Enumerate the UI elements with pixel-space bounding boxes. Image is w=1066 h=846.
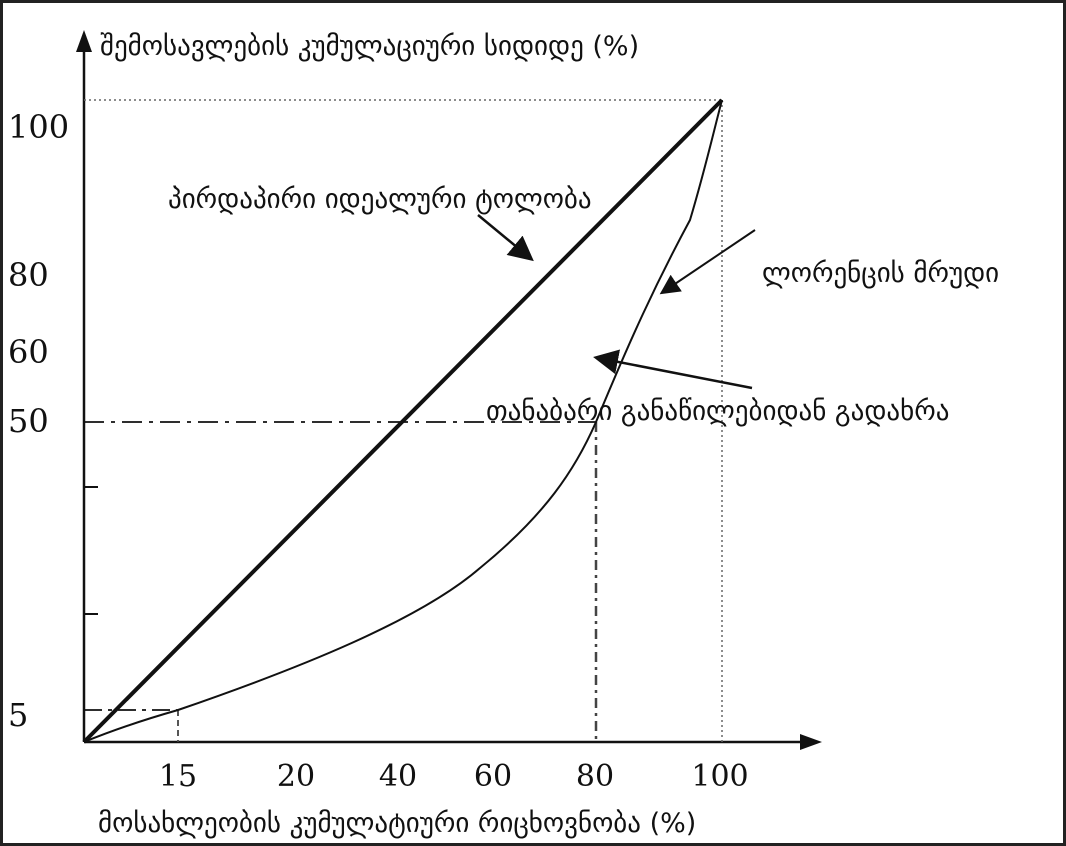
lorenz-pointer-arrow xyxy=(659,229,756,295)
deviation-pointer-arrow xyxy=(593,349,753,390)
y-tick-label: 5 xyxy=(8,696,28,734)
lorenz-curve-label: ლორენცის მრუდი xyxy=(762,258,999,289)
y-tick-label: 80 xyxy=(8,256,49,294)
equality-line xyxy=(82,98,724,744)
equality-line-label: პირდაპირი იდეალური ტოლობა xyxy=(168,184,592,215)
y-tick-label: 60 xyxy=(8,333,49,371)
lorenz-curve xyxy=(83,99,723,743)
deviation-label: თანაბარი განაწილებიდან გადახრა xyxy=(486,396,949,427)
y-tick-label: 50 xyxy=(8,402,49,440)
x-tick-label: 20 xyxy=(277,759,315,794)
equality-pointer-arrow xyxy=(477,214,534,262)
y-axis-title: შემოსავლების კუმულაციური სიდიდე (%) xyxy=(100,31,639,62)
x-tick-label: 100 xyxy=(691,759,748,794)
x-tick-label: 15 xyxy=(159,759,197,794)
y-tick-label: 100 xyxy=(8,108,69,146)
x-tick-label: 40 xyxy=(379,759,417,794)
x-tick-label: 60 xyxy=(474,759,512,794)
x-tick-label: 80 xyxy=(576,759,614,794)
x-axis-title: მოსახლეობის კუმულატიური რიცხოვნობა (%) xyxy=(98,808,696,839)
y-axis-arrow xyxy=(76,30,92,52)
x-axis-arrow xyxy=(800,734,822,750)
